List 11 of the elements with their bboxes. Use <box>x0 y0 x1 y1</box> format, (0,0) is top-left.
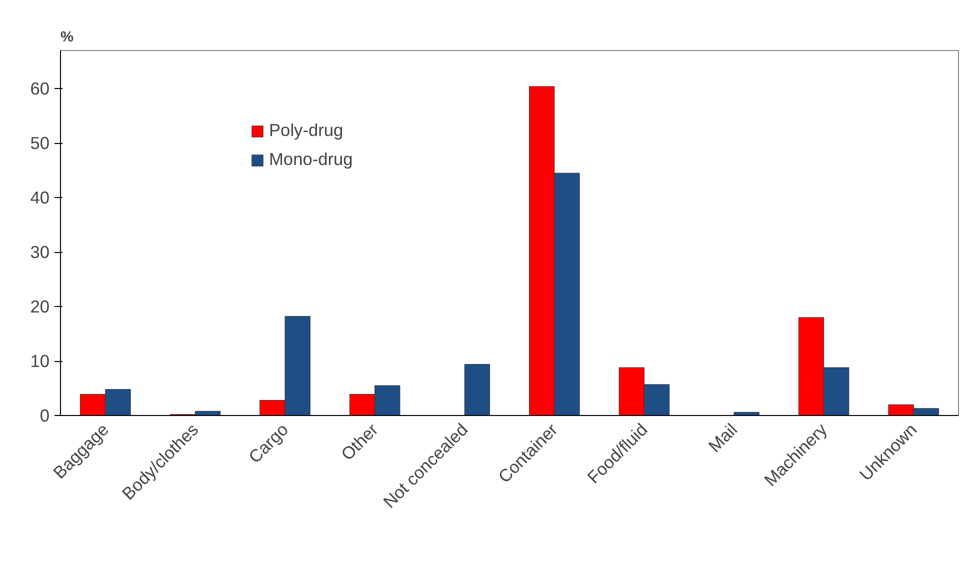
legend-label: Poly-drug <box>269 120 344 141</box>
y-tick-label: 0 <box>40 406 50 426</box>
y-tick-label: 40 <box>30 188 50 208</box>
y-tick-label: 10 <box>30 351 50 372</box>
y-tick-label: 30 <box>30 242 50 262</box>
y-axis-title: % <box>60 30 74 46</box>
y-tick-label: 50 <box>30 133 50 154</box>
bar <box>464 364 490 416</box>
legend-label: Mono-drug <box>269 149 353 170</box>
y-tick-label: 20 <box>30 296 50 317</box>
y-tick-label: 60 <box>30 78 50 99</box>
